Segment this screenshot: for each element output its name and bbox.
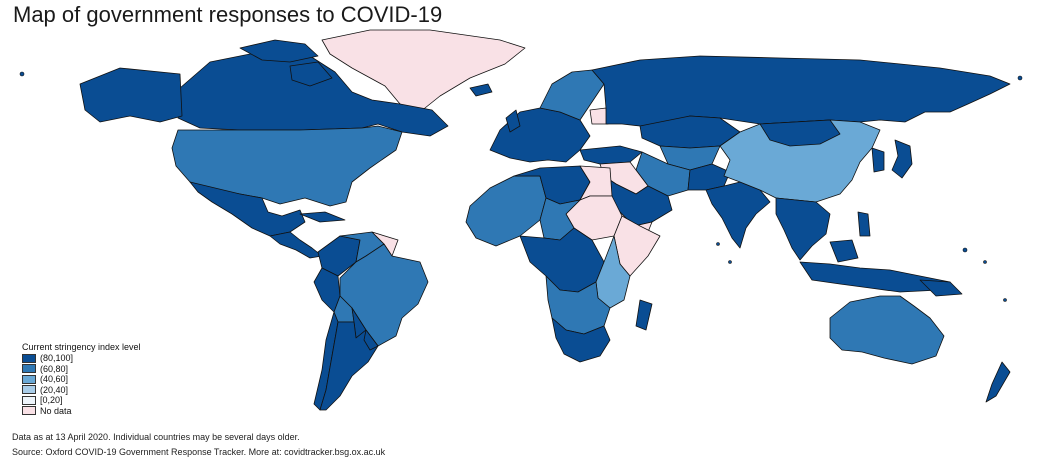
legend-swatch — [22, 406, 36, 416]
legend-item: No data — [22, 406, 141, 417]
region-korea — [871, 147, 885, 173]
legend-item: [0,20] — [22, 395, 141, 406]
region-southern-africa — [551, 317, 611, 363]
legend-item: (60,80] — [22, 364, 141, 375]
region-southeast-asia — [775, 197, 831, 261]
region-caribbean — [299, 211, 346, 223]
island-marker — [1003, 298, 1007, 302]
region-alaska — [79, 67, 183, 123]
source-note: Source: Oxford COVID-19 Government Respo… — [12, 447, 386, 457]
date-note: Data as at 13 April 2020. Individual cou… — [12, 432, 300, 442]
region-russia — [591, 55, 1011, 127]
island-marker — [716, 242, 720, 246]
region-australia — [829, 295, 945, 365]
legend-item: (20,40] — [22, 385, 141, 396]
region-mexico — [189, 181, 306, 237]
legend-label: (60,80] — [40, 363, 69, 374]
legend-label: (80,100] — [40, 353, 74, 364]
region-borneo — [829, 239, 859, 263]
region-new-zealand — [985, 361, 1011, 403]
region-papua-new-guinea — [919, 279, 963, 297]
region-angola-zambia — [545, 275, 611, 335]
region-turkey — [579, 145, 643, 165]
region-arctic-islands — [289, 61, 333, 87]
legend-label: (20,40] — [40, 384, 69, 395]
legend-swatch — [22, 395, 36, 405]
region-mongolia — [759, 119, 841, 147]
region-madagascar — [635, 299, 653, 331]
region-greenland — [321, 29, 526, 113]
region-arctic-islands — [239, 39, 319, 63]
legend-item: (40,60] — [22, 374, 141, 385]
legend-swatch — [22, 364, 36, 374]
legend-label: No data — [40, 405, 72, 416]
region-belarus — [589, 107, 609, 125]
legend-title: Current stringency index level — [22, 342, 141, 352]
map-legend: Current stringency index level (80,100](… — [22, 342, 141, 416]
page-title: Map of government responses to COVID-19 — [13, 2, 443, 27]
legend-label: [0,20] — [40, 395, 63, 406]
region-central-america — [269, 231, 323, 259]
region-iceland — [469, 83, 493, 97]
region-philippines — [857, 211, 871, 237]
legend-item: (80,100] — [22, 353, 141, 364]
region-west-africa — [465, 175, 547, 247]
region-india — [705, 181, 771, 249]
region-uruguay — [363, 329, 379, 351]
island-marker — [1017, 75, 1023, 81]
island-marker — [962, 247, 968, 253]
island-marker — [19, 71, 25, 77]
legend-swatch — [22, 385, 36, 395]
legend-swatch — [22, 353, 36, 363]
legend-swatch — [22, 374, 36, 384]
legend-items: (80,100] (60,80] (40,60] (20,40] [0,20] No da… — [22, 353, 141, 416]
region-uk — [505, 109, 521, 133]
region-japan — [891, 139, 913, 179]
island-marker — [728, 260, 732, 264]
legend-label: (40,60] — [40, 374, 69, 385]
region-argentina — [319, 321, 379, 411]
island-marker — [983, 260, 987, 264]
